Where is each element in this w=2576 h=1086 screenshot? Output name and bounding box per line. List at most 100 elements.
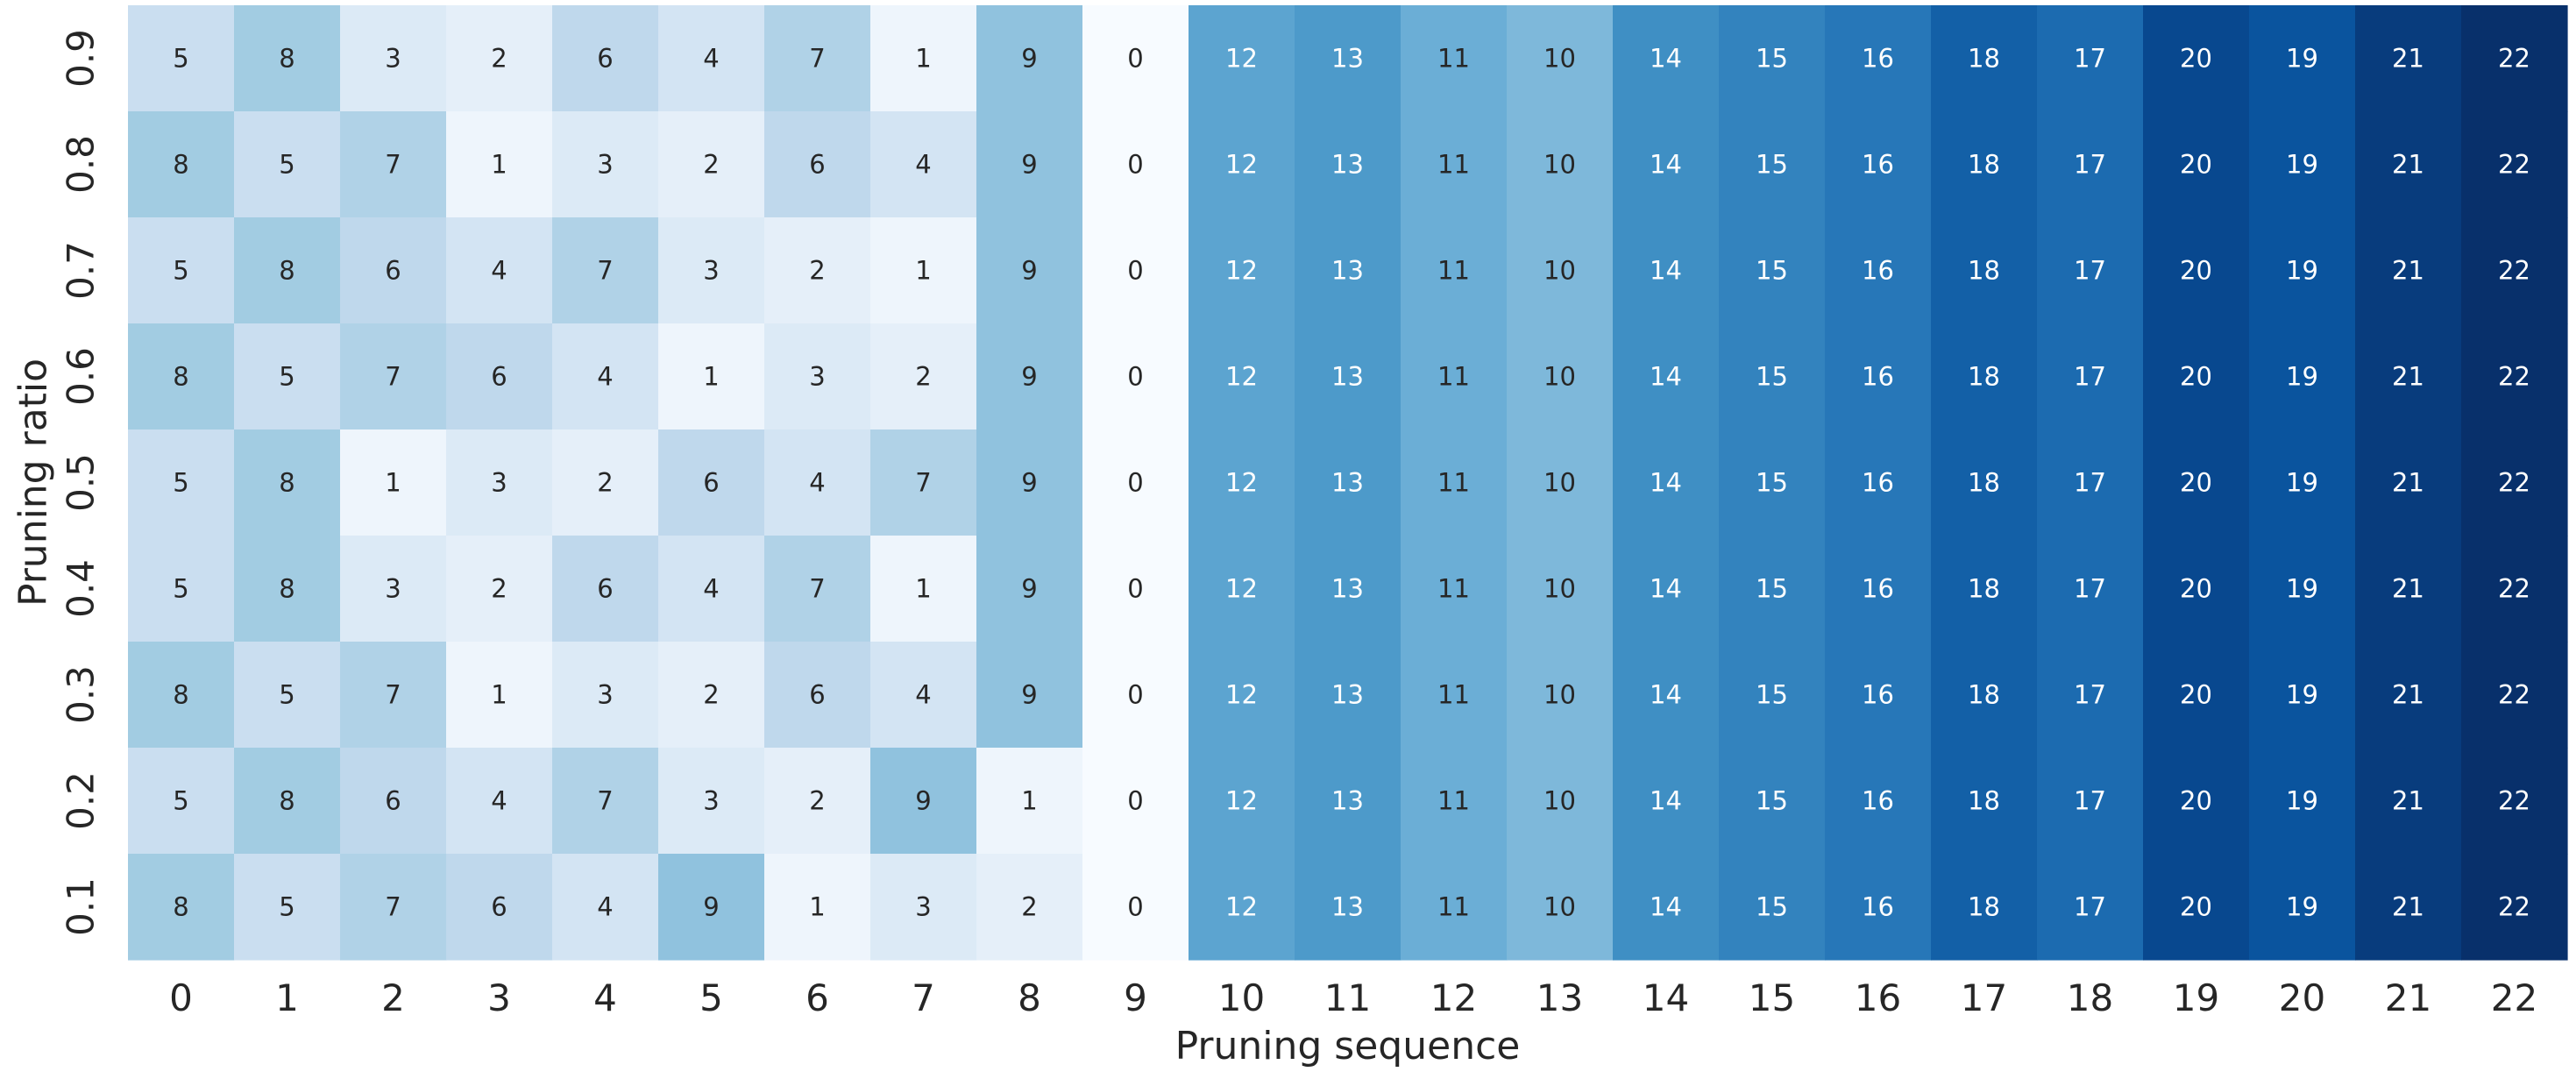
heatmap-cell-r3-c15 bbox=[1719, 323, 1826, 430]
cell-value-r6-c11: 13 bbox=[1331, 680, 1364, 710]
cell-value-r2-c6: 2 bbox=[809, 256, 825, 286]
cell-value-r5-c8: 9 bbox=[1021, 574, 1037, 604]
heatmap-cell-r3-c22 bbox=[2461, 323, 2568, 430]
heatmap-cell-r3-c17 bbox=[1931, 323, 2038, 430]
cell-value-r4-c6: 4 bbox=[809, 468, 825, 498]
heatmap-cell-r6-c21 bbox=[2355, 642, 2462, 749]
cell-value-r4-c0: 5 bbox=[173, 468, 188, 498]
cell-value-r8-c11: 13 bbox=[1331, 892, 1364, 922]
y-tick-0.4: 0.4 bbox=[60, 559, 103, 618]
cell-value-r3-c17: 18 bbox=[1968, 362, 2000, 392]
heatmap-cell-r3-c11 bbox=[1295, 323, 1402, 430]
cell-value-r3-c22: 22 bbox=[2498, 362, 2530, 392]
heatmap-cell-r6-c3 bbox=[446, 642, 553, 749]
heatmap-cell-r5-c8 bbox=[976, 536, 1083, 642]
heatmap-cell-r5-c0 bbox=[128, 536, 235, 642]
heatmap-cell-r8-c21 bbox=[2355, 854, 2462, 961]
cell-value-r8-c8: 2 bbox=[1021, 892, 1037, 922]
cell-value-r4-c20: 19 bbox=[2286, 468, 2318, 498]
heatmap-cell-r3-c6 bbox=[764, 323, 871, 430]
cell-value-r0-c15: 15 bbox=[1756, 44, 1788, 74]
cell-value-r8-c20: 19 bbox=[2286, 892, 2318, 922]
heatmap-cell-r7-c5 bbox=[658, 748, 765, 855]
cell-value-r5-c15: 15 bbox=[1756, 574, 1788, 604]
heatmap-cell-r3-c2 bbox=[340, 323, 447, 430]
heatmap-cell-r7-c22 bbox=[2461, 748, 2568, 855]
x-tick-21: 21 bbox=[2385, 976, 2431, 1019]
heatmap-cell-r6-c0 bbox=[128, 642, 235, 749]
heatmap-cell-r8-c20 bbox=[2249, 854, 2356, 961]
heatmap-cell-r0-c7 bbox=[870, 5, 977, 112]
x-tick-17: 17 bbox=[1961, 976, 2007, 1019]
heatmap-cell-r3-c0 bbox=[128, 323, 235, 430]
heatmap-cell-r8-c22 bbox=[2461, 854, 2568, 961]
cell-value-r6-c4: 3 bbox=[597, 680, 613, 710]
cell-value-r1-c4: 3 bbox=[597, 150, 613, 180]
cell-value-r8-c5: 9 bbox=[703, 892, 719, 922]
heatmap-cell-r0-c21 bbox=[2355, 5, 2462, 112]
cell-value-r7-c10: 12 bbox=[1225, 786, 1258, 816]
heatmap-cell-r1-c3 bbox=[446, 111, 553, 218]
heatmap-cell-r4-c15 bbox=[1719, 429, 1826, 536]
cell-value-r2-c2: 6 bbox=[385, 256, 401, 286]
cell-value-r7-c16: 16 bbox=[1862, 786, 1894, 816]
heatmap-cell-r6-c22 bbox=[2461, 642, 2568, 749]
heatmap-cell-r0-c17 bbox=[1931, 5, 2038, 112]
heatmap-cell-r7-c16 bbox=[1825, 748, 1932, 855]
heatmap-cell-r2-c0 bbox=[128, 217, 235, 324]
heatmap-cell-r3-c10 bbox=[1189, 323, 1295, 430]
heatmap-cell-r4-c14 bbox=[1613, 429, 1720, 536]
cell-value-r0-c7: 1 bbox=[915, 44, 931, 74]
heatmap-cell-r2-c2 bbox=[340, 217, 447, 324]
cell-value-r0-c9: 0 bbox=[1127, 44, 1143, 74]
cell-value-r7-c20: 19 bbox=[2286, 786, 2318, 816]
heatmap-cell-r6-c16 bbox=[1825, 642, 1932, 749]
cell-value-r5-c14: 14 bbox=[1650, 574, 1682, 604]
cell-value-r8-c18: 17 bbox=[2074, 892, 2106, 922]
heatmap-cell-r0-c14 bbox=[1613, 5, 1720, 112]
cell-value-r7-c19: 20 bbox=[2180, 786, 2212, 816]
cell-value-r3-c7: 2 bbox=[915, 362, 931, 392]
cell-value-r4-c13: 10 bbox=[1543, 468, 1576, 498]
cell-value-r2-c3: 4 bbox=[491, 256, 507, 286]
cell-value-r1-c10: 12 bbox=[1225, 150, 1258, 180]
cell-value-r1-c21: 21 bbox=[2392, 150, 2424, 180]
heatmap-cell-r2-c22 bbox=[2461, 217, 2568, 324]
cell-value-r7-c9: 0 bbox=[1127, 786, 1143, 816]
cell-value-r1-c18: 17 bbox=[2074, 150, 2106, 180]
heatmap-cell-r4-c4 bbox=[552, 429, 659, 536]
cell-value-r4-c7: 7 bbox=[915, 468, 931, 498]
x-tick-9: 9 bbox=[1124, 976, 1147, 1019]
cell-value-r3-c8: 9 bbox=[1021, 362, 1037, 392]
cell-value-r1-c12: 11 bbox=[1437, 150, 1470, 180]
heatmap-cell-r7-c21 bbox=[2355, 748, 2462, 855]
cell-value-r8-c16: 16 bbox=[1862, 892, 1894, 922]
heatmap-cell-r5-c13 bbox=[1507, 536, 1614, 642]
cell-value-r0-c22: 22 bbox=[2498, 44, 2530, 74]
cell-value-r2-c21: 21 bbox=[2392, 256, 2424, 286]
x-tick-15: 15 bbox=[1749, 976, 1795, 1019]
heatmap-cell-r2-c14 bbox=[1613, 217, 1720, 324]
heatmap-cell-r4-c13 bbox=[1507, 429, 1614, 536]
cell-value-r5-c4: 6 bbox=[597, 574, 613, 604]
cell-value-r2-c14: 14 bbox=[1650, 256, 1682, 286]
cell-value-r5-c0: 5 bbox=[173, 574, 188, 604]
heatmap-cell-r1-c11 bbox=[1295, 111, 1402, 218]
heatmap-cell-r5-c16 bbox=[1825, 536, 1932, 642]
cell-value-r6-c2: 7 bbox=[385, 680, 401, 710]
heatmap-cell-r4-c2 bbox=[340, 429, 447, 536]
y-tick-0.6: 0.6 bbox=[60, 347, 103, 406]
cell-value-r0-c2: 3 bbox=[385, 44, 401, 74]
heatmap-cell-r8-c0 bbox=[128, 854, 235, 961]
cell-value-r3-c9: 0 bbox=[1127, 362, 1143, 392]
heatmap-cell-r2-c4 bbox=[552, 217, 659, 324]
cell-value-r7-c4: 7 bbox=[597, 786, 613, 816]
heatmap-cell-r2-c16 bbox=[1825, 217, 1932, 324]
heatmap-cell-r3-c20 bbox=[2249, 323, 2356, 430]
cell-value-r7-c5: 3 bbox=[703, 786, 719, 816]
x-tick-6: 6 bbox=[805, 976, 829, 1019]
heatmap-cell-r6-c12 bbox=[1401, 642, 1508, 749]
cell-value-r0-c18: 17 bbox=[2074, 44, 2106, 74]
cell-value-r4-c19: 20 bbox=[2180, 468, 2212, 498]
heatmap-cell-r8-c5 bbox=[658, 854, 765, 961]
